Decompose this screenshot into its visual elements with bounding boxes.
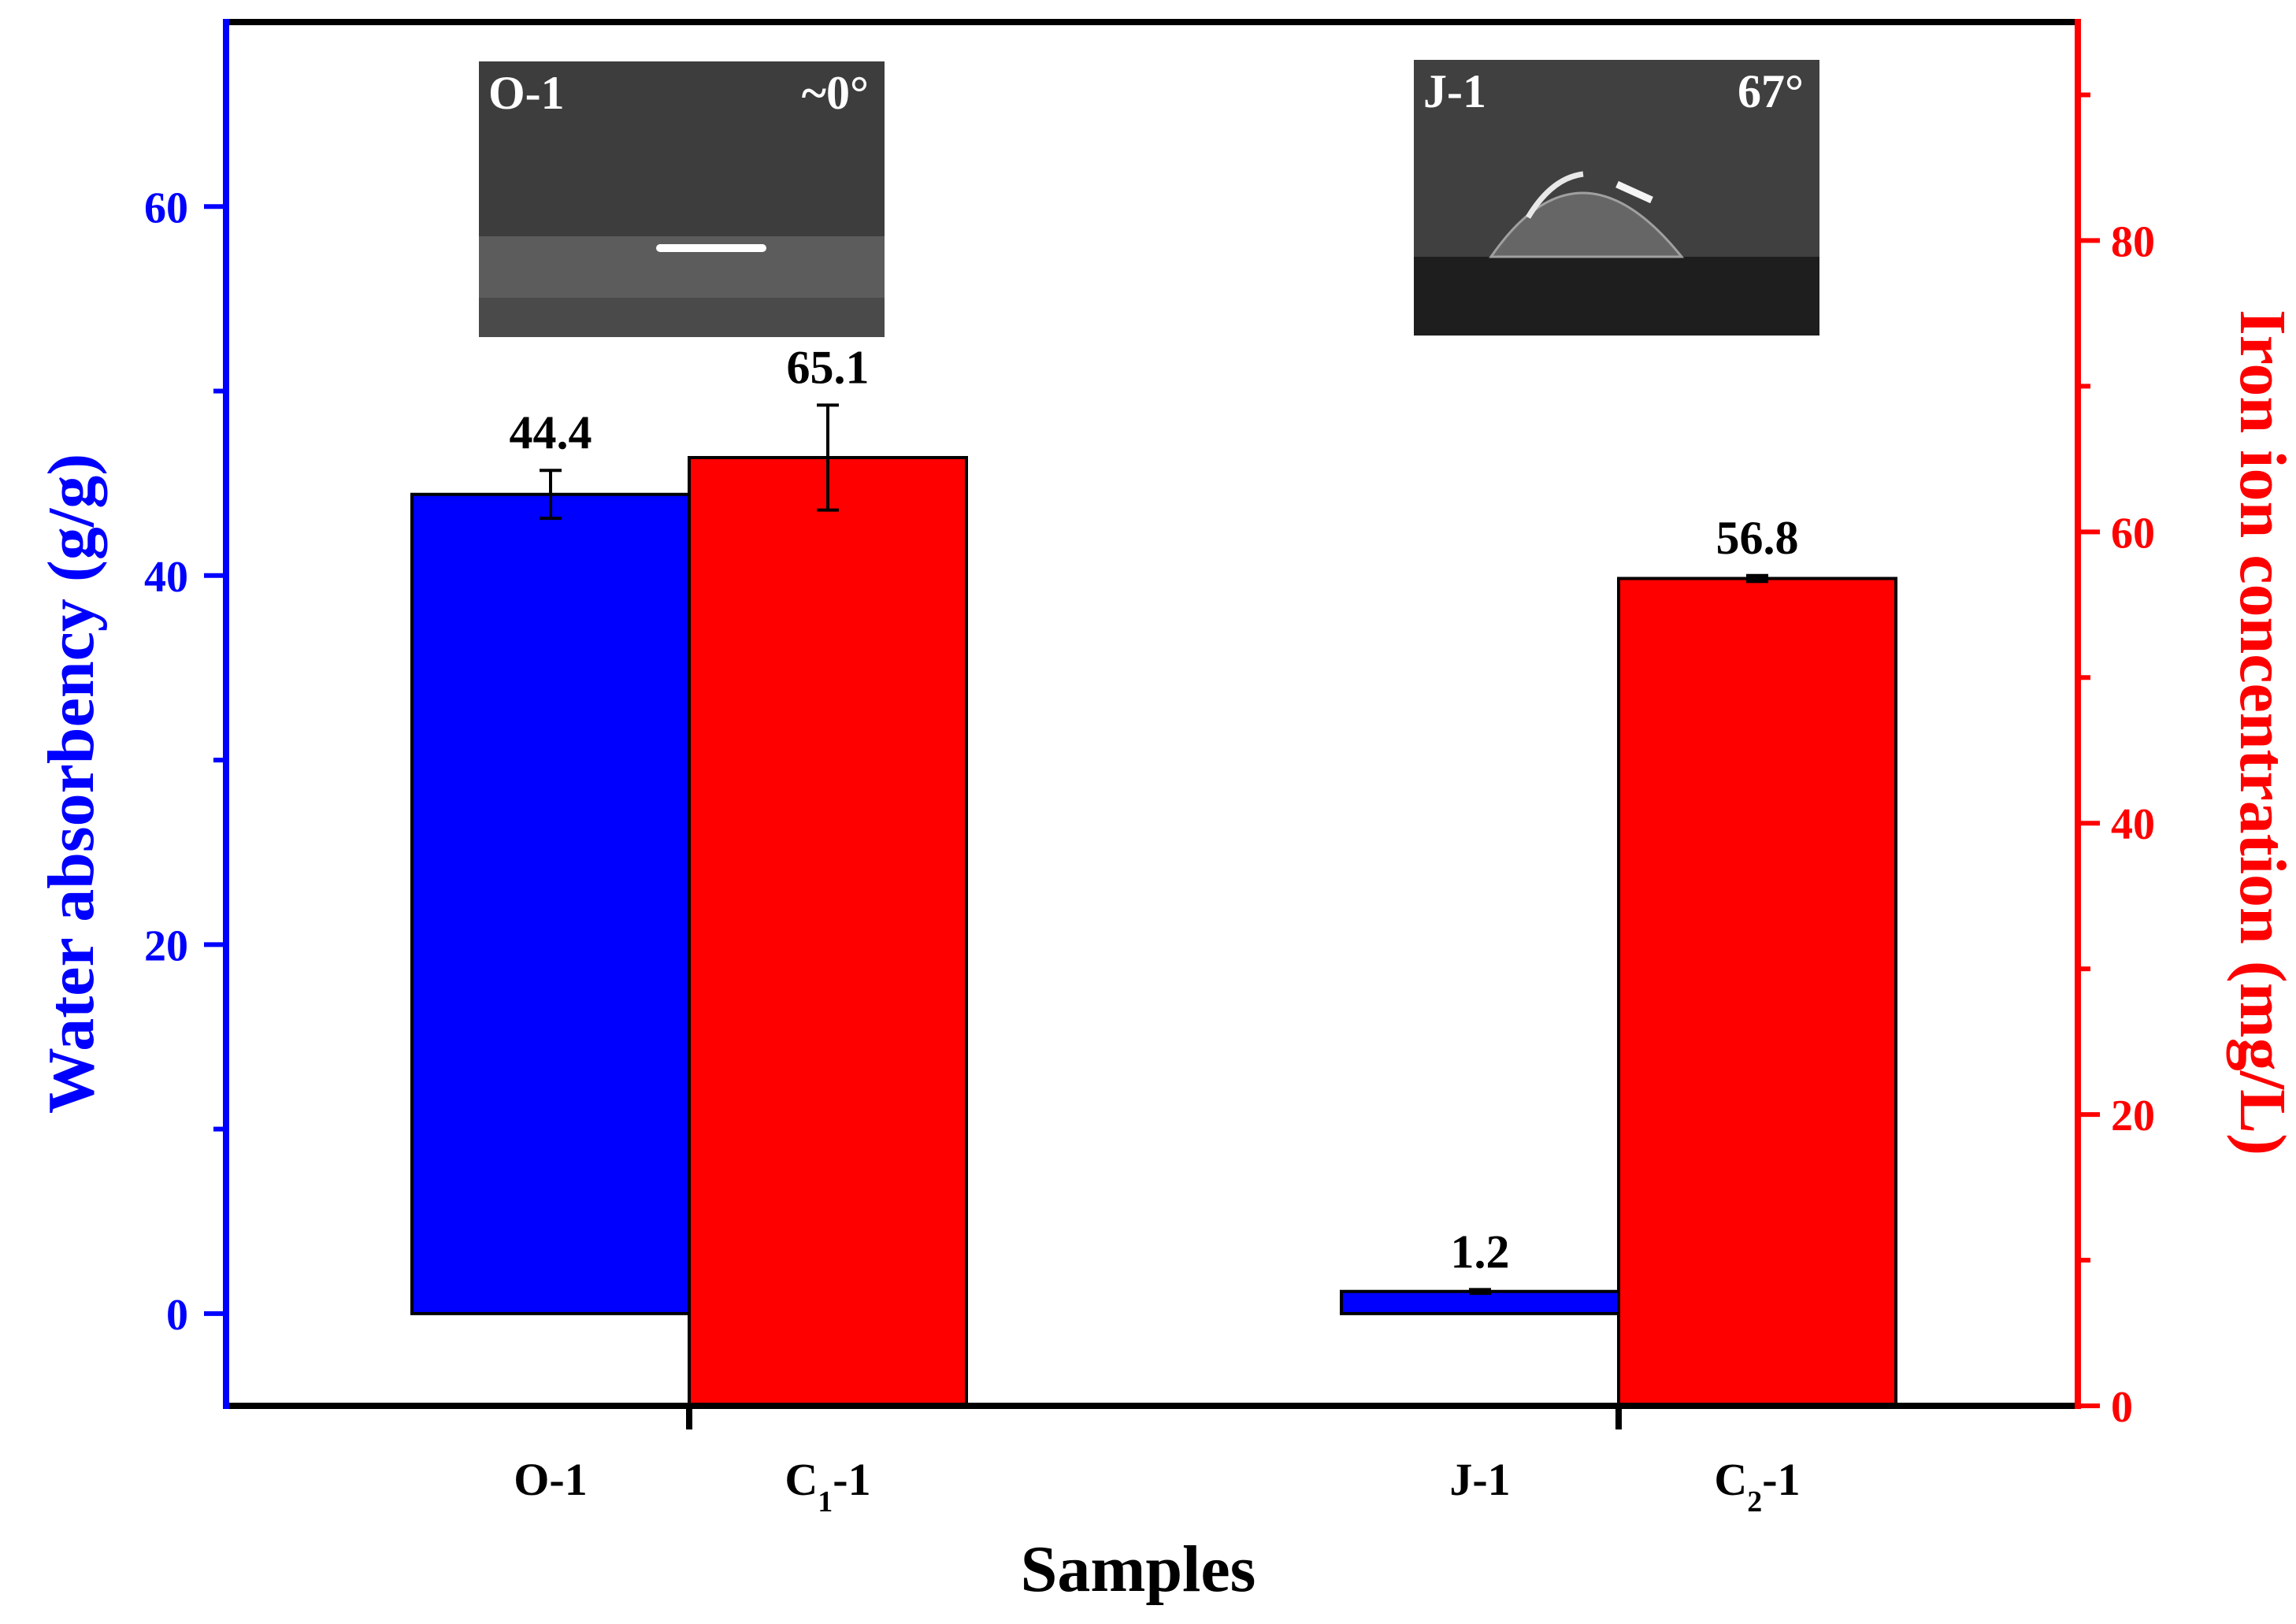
x-axis-title: Samples [1021,1533,1256,1606]
value-labels: 44.4 65.1 1.2 56.8 [510,341,1799,1277]
right-tick-label: 20 [2111,1092,2155,1140]
category-label-C1-1: C1-1 [784,1454,870,1518]
right-tick-label: 80 [2111,217,2155,266]
inset-sample-label: O-1 [488,67,565,119]
right-tick-label: 60 [2111,509,2155,558]
left-tick-label: 40 [144,553,188,602]
inset-angle-label: ~0° [802,67,869,119]
contact-angle-insets: O-1 ~0° J-1 67° [479,60,1819,337]
left-y-axis-title: Water absorbency (g/g) [35,454,108,1114]
left-tick-label: 20 [144,921,188,970]
category-label-C2-1: C2-1 [1714,1454,1800,1518]
right-y-axis-title: Iron ion concentration (mg/L) [2226,310,2296,1155]
bar-C1-1 [688,455,968,1407]
bar-C2-1 [1617,577,1897,1408]
right-tick-label: 40 [2111,800,2155,849]
axes: O-1 C1-1 J-1 C2-1 0 20 40 60 0 20 40 60 80 [144,19,2155,1518]
value-label-C1-1: 65.1 [787,341,870,393]
value-label-C2-1: 56.8 [1716,512,1799,564]
inset-angle-label: 67° [1738,65,1804,117]
inset-sample-label: J-1 [1423,65,1486,117]
right-tick-label: 0 [2111,1383,2133,1432]
bars [410,455,1897,1408]
value-label-O-1: 44.4 [510,406,592,458]
contact-angle-inset-J-1: J-1 67° [1414,60,1819,336]
left-tick-label: 0 [166,1291,188,1340]
left-tick-label: 60 [144,184,188,232]
bar-O-1 [410,492,691,1315]
error-bar-C2-1 [1746,573,1768,584]
error-bar-J-1 [1469,1288,1491,1296]
contact-angle-inset-O-1: O-1 ~0° [479,61,885,337]
category-label-J-1: J-1 [1449,1454,1510,1505]
category-label-O-1: O-1 [514,1454,587,1505]
error-bars [540,403,1768,1296]
value-label-J-1: 1.2 [1451,1225,1510,1277]
error-bar-O-1 [540,469,562,521]
error-bar-C1-1 [817,403,839,512]
